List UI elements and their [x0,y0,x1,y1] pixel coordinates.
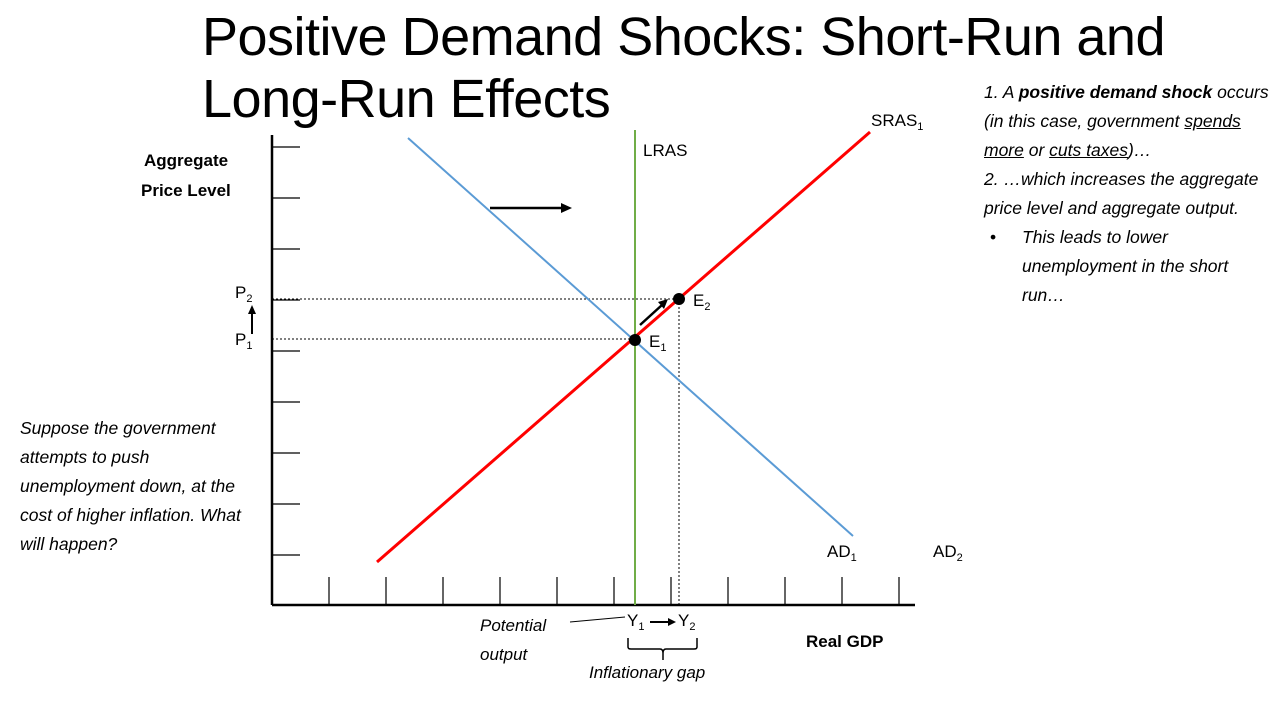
output-rise-arrow [650,618,676,626]
p1-label: P1 [235,330,252,352]
y-axis-ticks [272,146,300,556]
x-axis-ticks [328,577,900,605]
x-axis-label: Real GDP [806,632,883,651]
equilibrium-point-e2 [673,293,685,305]
equilibrium-point-e1 [629,334,641,346]
sras1-curve [376,130,871,564]
slide-title: Positive Demand Shocks: Short-Run and Lo… [202,6,1280,130]
p2-label: P2 [235,283,252,305]
note-step-1: 1. A positive demand shock occurs (in th… [984,82,1269,160]
title-line-2: Long-Run Effects [202,69,611,129]
note-step-2: 2. …which increases the aggregate price … [984,169,1259,218]
inflationary-gap-label: Inflationary gap [589,663,705,682]
potential-output-leader [569,616,626,623]
e2-label: E2 [693,291,710,313]
potential-output-line-2: output [480,645,529,664]
e1-to-e2-arrow [639,299,668,326]
lras-label: LRAS [643,141,687,160]
potential-output-line-1: Potential [480,616,547,635]
ad1-label: AD1 [827,542,857,564]
y-axis-label-line-2: Price Level [141,181,231,200]
title-line-1: Positive Demand Shocks: Short-Run and [202,7,1166,67]
sras1-label: SRAS1 [871,111,923,133]
y2-label: Y2 [678,611,695,633]
y-axis-label-line-1: Aggregate [144,151,228,170]
ad2-label: AD2 [933,542,963,564]
y1-label: Y1 [627,611,644,633]
inflationary-gap-brace [627,638,698,660]
explanation-notes: 1. A positive demand shock occurs (in th… [984,78,1274,310]
e1-label: E1 [649,332,666,354]
question-note: Suppose the government attempts to push … [20,418,241,554]
price-rise-arrow [248,305,256,334]
note-bullet: This leads to lower unemployment in the … [984,223,1274,310]
demand-shift-arrow [490,203,572,213]
